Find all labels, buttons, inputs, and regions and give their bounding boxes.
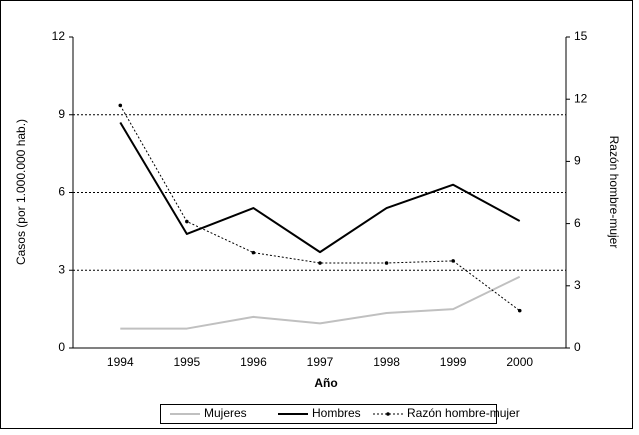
y-tick-label: 6 bbox=[58, 185, 65, 199]
legend-label: Mujeres bbox=[204, 406, 247, 420]
x-tick-label: 1995 bbox=[174, 355, 201, 369]
y-tick-label: 3 bbox=[58, 262, 65, 276]
point bbox=[517, 308, 522, 313]
legend-label: Hombres bbox=[312, 406, 361, 420]
legend-label: Razón hombre-mujer bbox=[407, 406, 520, 420]
y2-tick-label: 15 bbox=[574, 29, 588, 43]
point bbox=[318, 261, 322, 265]
x-tick-label: 1998 bbox=[373, 355, 400, 369]
chart-border bbox=[0, 0, 633, 429]
y2-tick-label: 6 bbox=[574, 216, 581, 230]
x-tick-label: 1997 bbox=[307, 355, 334, 369]
legend-marker bbox=[386, 412, 390, 416]
series-line bbox=[120, 275, 521, 330]
y-tick-label: 0 bbox=[58, 340, 65, 354]
x-tick-label: 2000 bbox=[506, 355, 533, 369]
y2-tick-label: 0 bbox=[574, 340, 581, 354]
y2-axis-label: Razón hombre-mujer bbox=[607, 136, 621, 249]
legend-box bbox=[160, 404, 497, 424]
point bbox=[185, 219, 189, 224]
y-tick-label: 12 bbox=[52, 29, 66, 43]
y2-tick-label: 12 bbox=[574, 91, 588, 105]
y2-tick-label: 3 bbox=[574, 278, 581, 292]
x-tick-label: 1999 bbox=[440, 355, 467, 369]
y-axis-label: Casos (por 1.000.000 hab.) bbox=[14, 119, 28, 265]
point bbox=[251, 250, 256, 255]
point bbox=[384, 261, 389, 265]
x-tick-label: 1994 bbox=[107, 355, 134, 369]
x-axis-label: Año bbox=[314, 376, 337, 390]
x-tick-label: 1996 bbox=[240, 355, 267, 369]
y-tick-label: 9 bbox=[58, 107, 65, 121]
point bbox=[451, 259, 455, 263]
y2-tick-label: 9 bbox=[574, 154, 581, 168]
series-line bbox=[119, 122, 521, 254]
point bbox=[118, 103, 123, 108]
